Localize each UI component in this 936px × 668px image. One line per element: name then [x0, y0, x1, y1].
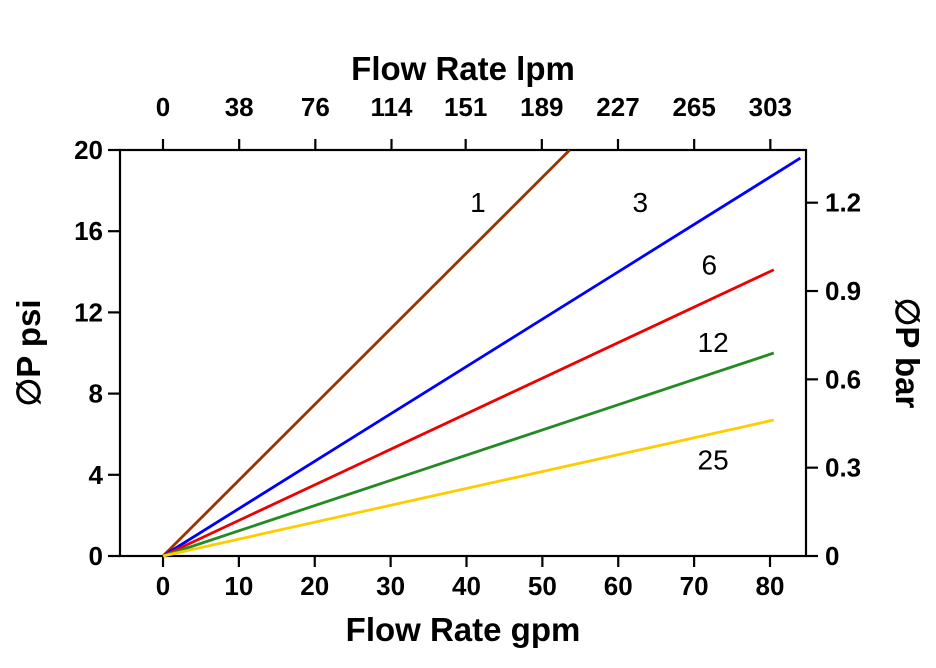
left-axis-tick-label: 16 — [74, 216, 103, 246]
series-line-25 — [162, 418, 775, 558]
series-label-6: 6 — [702, 250, 718, 281]
right-axis-tick-label: 0 — [825, 541, 839, 571]
bottom-axis-tick-label: 20 — [300, 571, 329, 601]
bottom-axis-tick-label: 80 — [756, 571, 785, 601]
bottom-axis-tick-label: 50 — [528, 571, 557, 601]
left-axis-tick-label: 4 — [89, 460, 104, 490]
series-line-12 — [162, 351, 775, 558]
plot-frame — [118, 148, 808, 558]
top-axis-tick-label: 0 — [156, 92, 170, 122]
left-axis-title: ∅P psi — [10, 299, 47, 406]
bottom-axis-tick-label: 10 — [224, 571, 253, 601]
top-axis-tick-label: 303 — [749, 92, 792, 122]
left-axis-tick-label: 20 — [74, 135, 103, 165]
right-axis-tick-label: 1.2 — [825, 188, 861, 218]
top-axis-tick-label: 227 — [596, 92, 639, 122]
series-line-1 — [162, 149, 571, 557]
bottom-axis-tick-label: 40 — [452, 571, 481, 601]
bottom-axis-tick-label: 0 — [156, 571, 170, 601]
bottom-axis-tick-label: 30 — [376, 571, 405, 601]
top-axis-title: Flow Rate lpm — [351, 50, 575, 87]
right-axis-tick-label: 0.6 — [825, 364, 861, 394]
series-label-25: 25 — [698, 445, 729, 476]
series-line-3 — [162, 156, 802, 558]
bottom-axis-tick-label: 70 — [680, 571, 709, 601]
series-label-3: 3 — [632, 187, 648, 218]
bottom-axis-tick-label: 60 — [604, 571, 633, 601]
series-label-12: 12 — [698, 327, 729, 358]
bottom-axis-title: Flow Rate gpm — [346, 611, 581, 648]
left-axis-tick-label: 0 — [89, 541, 103, 571]
left-axis-tick-label: 12 — [74, 297, 103, 327]
top-axis-tick-label: 189 — [520, 92, 563, 122]
top-axis-tick-label: 76 — [301, 92, 330, 122]
top-axis-tick-label: 114 — [371, 92, 413, 122]
chart-generated-layer: 0 10 20 30 40 50 60 70 800 38 76 114 151 189 227 265 303… — [74, 92, 861, 601]
left-axis-tick-label: 8 — [89, 379, 103, 409]
top-axis-tick-label: 151 — [444, 92, 487, 122]
top-axis-tick-label: 38 — [225, 92, 254, 122]
top-axis-tick-label: 265 — [672, 92, 715, 122]
right-axis-title: ∅P bar — [889, 298, 926, 409]
right-axis-tick-label: 0.3 — [825, 453, 861, 483]
right-axis-tick-label: 0.9 — [825, 276, 861, 306]
series-line-6 — [162, 268, 775, 558]
series-label-1: 1 — [470, 187, 486, 218]
